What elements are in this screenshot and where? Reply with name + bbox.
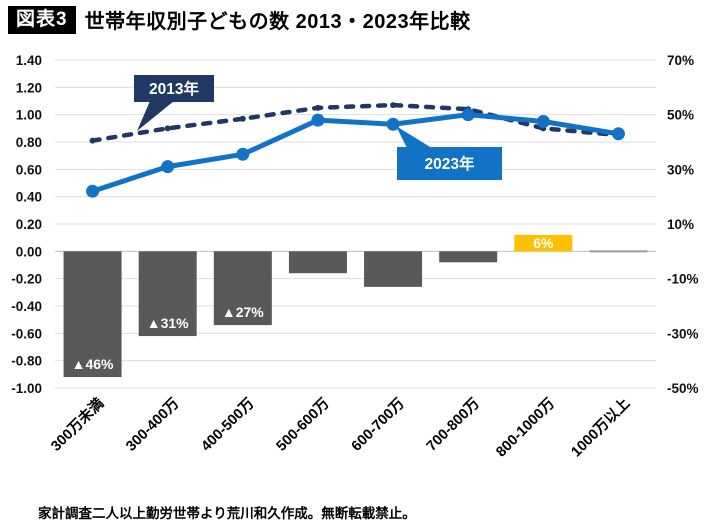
bar-label: 6% <box>533 235 554 251</box>
x-axis-label: 500-600万 <box>273 395 333 455</box>
left-axis-tick: 1.00 <box>16 108 42 123</box>
callout-2023-box <box>397 147 502 180</box>
left-axis-tick: -0.20 <box>11 272 42 287</box>
right-axis-tick: 50% <box>667 108 694 123</box>
x-axis-label: 1000万以上 <box>568 394 634 460</box>
right-axis-tick: -30% <box>667 326 699 341</box>
bar <box>514 234 573 252</box>
x-axis-label: 400-500万 <box>198 395 258 455</box>
source-note: 家計調査二人以上勤労世帯より荒川和久作成。無断転載禁止。 <box>38 506 416 521</box>
x-axis-label: 700-800万 <box>423 395 483 455</box>
callout-2013-label: 2013年 <box>149 79 199 98</box>
chart-header: 図表3 世帯年収別子どもの数 2013・2023年比較 <box>8 5 471 34</box>
point-2023 <box>236 147 250 161</box>
right-axis-tick: 10% <box>667 217 694 232</box>
point-2013 <box>89 137 96 144</box>
right-axis-tick: -50% <box>667 381 699 396</box>
left-axis-tick: -0.40 <box>11 299 42 314</box>
page-title: 世帯年収別子どもの数 2013・2023年比較 <box>84 11 471 33</box>
point-2013 <box>164 125 171 132</box>
left-axis-tick: 0.40 <box>16 190 42 205</box>
left-axis-tick: 0.00 <box>16 244 42 259</box>
left-axis-tick: 0.80 <box>16 135 42 150</box>
bar-label: ▲27% <box>222 304 264 320</box>
left-axis-tick: 1.40 <box>16 53 42 68</box>
point-2023 <box>536 115 550 128</box>
point-2023 <box>161 160 175 174</box>
x-axis-label: 300万未満 <box>47 394 108 455</box>
x-axis-label: 600-700万 <box>348 395 408 455</box>
right-axis-tick: 30% <box>667 162 694 177</box>
point-2023 <box>461 108 475 122</box>
left-axis-tick: 0.20 <box>16 217 42 232</box>
point-2023 <box>86 184 100 198</box>
point-2013 <box>314 104 321 111</box>
x-axis-label: 800-1000万 <box>493 395 559 461</box>
left-axis-tick: -0.60 <box>11 326 42 341</box>
left-axis-tick: -1.00 <box>11 381 42 396</box>
bar <box>213 251 272 326</box>
bar <box>138 251 197 337</box>
callout-2023-tail <box>396 126 435 150</box>
left-axis-tick: -0.80 <box>11 354 42 369</box>
point-2023 <box>386 117 400 131</box>
point-2013 <box>239 115 246 122</box>
bar <box>288 251 347 274</box>
point-2013 <box>390 102 397 109</box>
left-axis-tick: 0.60 <box>16 162 42 177</box>
right-axis-tick: 70% <box>667 53 694 68</box>
figure-number-badge: 図表3 <box>8 5 76 34</box>
bar-zero <box>589 250 648 253</box>
callout-2013-box <box>134 75 214 102</box>
bar <box>63 251 122 378</box>
bar-label: ▲46% <box>72 356 114 372</box>
bar-label: ▲31% <box>147 315 189 331</box>
point-2023 <box>311 113 325 127</box>
line-2023 <box>90 112 621 194</box>
x-axis-label: 300-400万 <box>123 395 183 455</box>
bar <box>364 251 423 287</box>
point-2023 <box>611 127 625 141</box>
line-2013 <box>90 102 621 143</box>
bar <box>439 251 498 263</box>
callout-2013-tail <box>137 101 174 131</box>
right-axis-tick: -10% <box>667 272 699 287</box>
left-axis-tick: 1.20 <box>16 80 42 95</box>
callout-2023-label: 2023年 <box>425 154 475 173</box>
